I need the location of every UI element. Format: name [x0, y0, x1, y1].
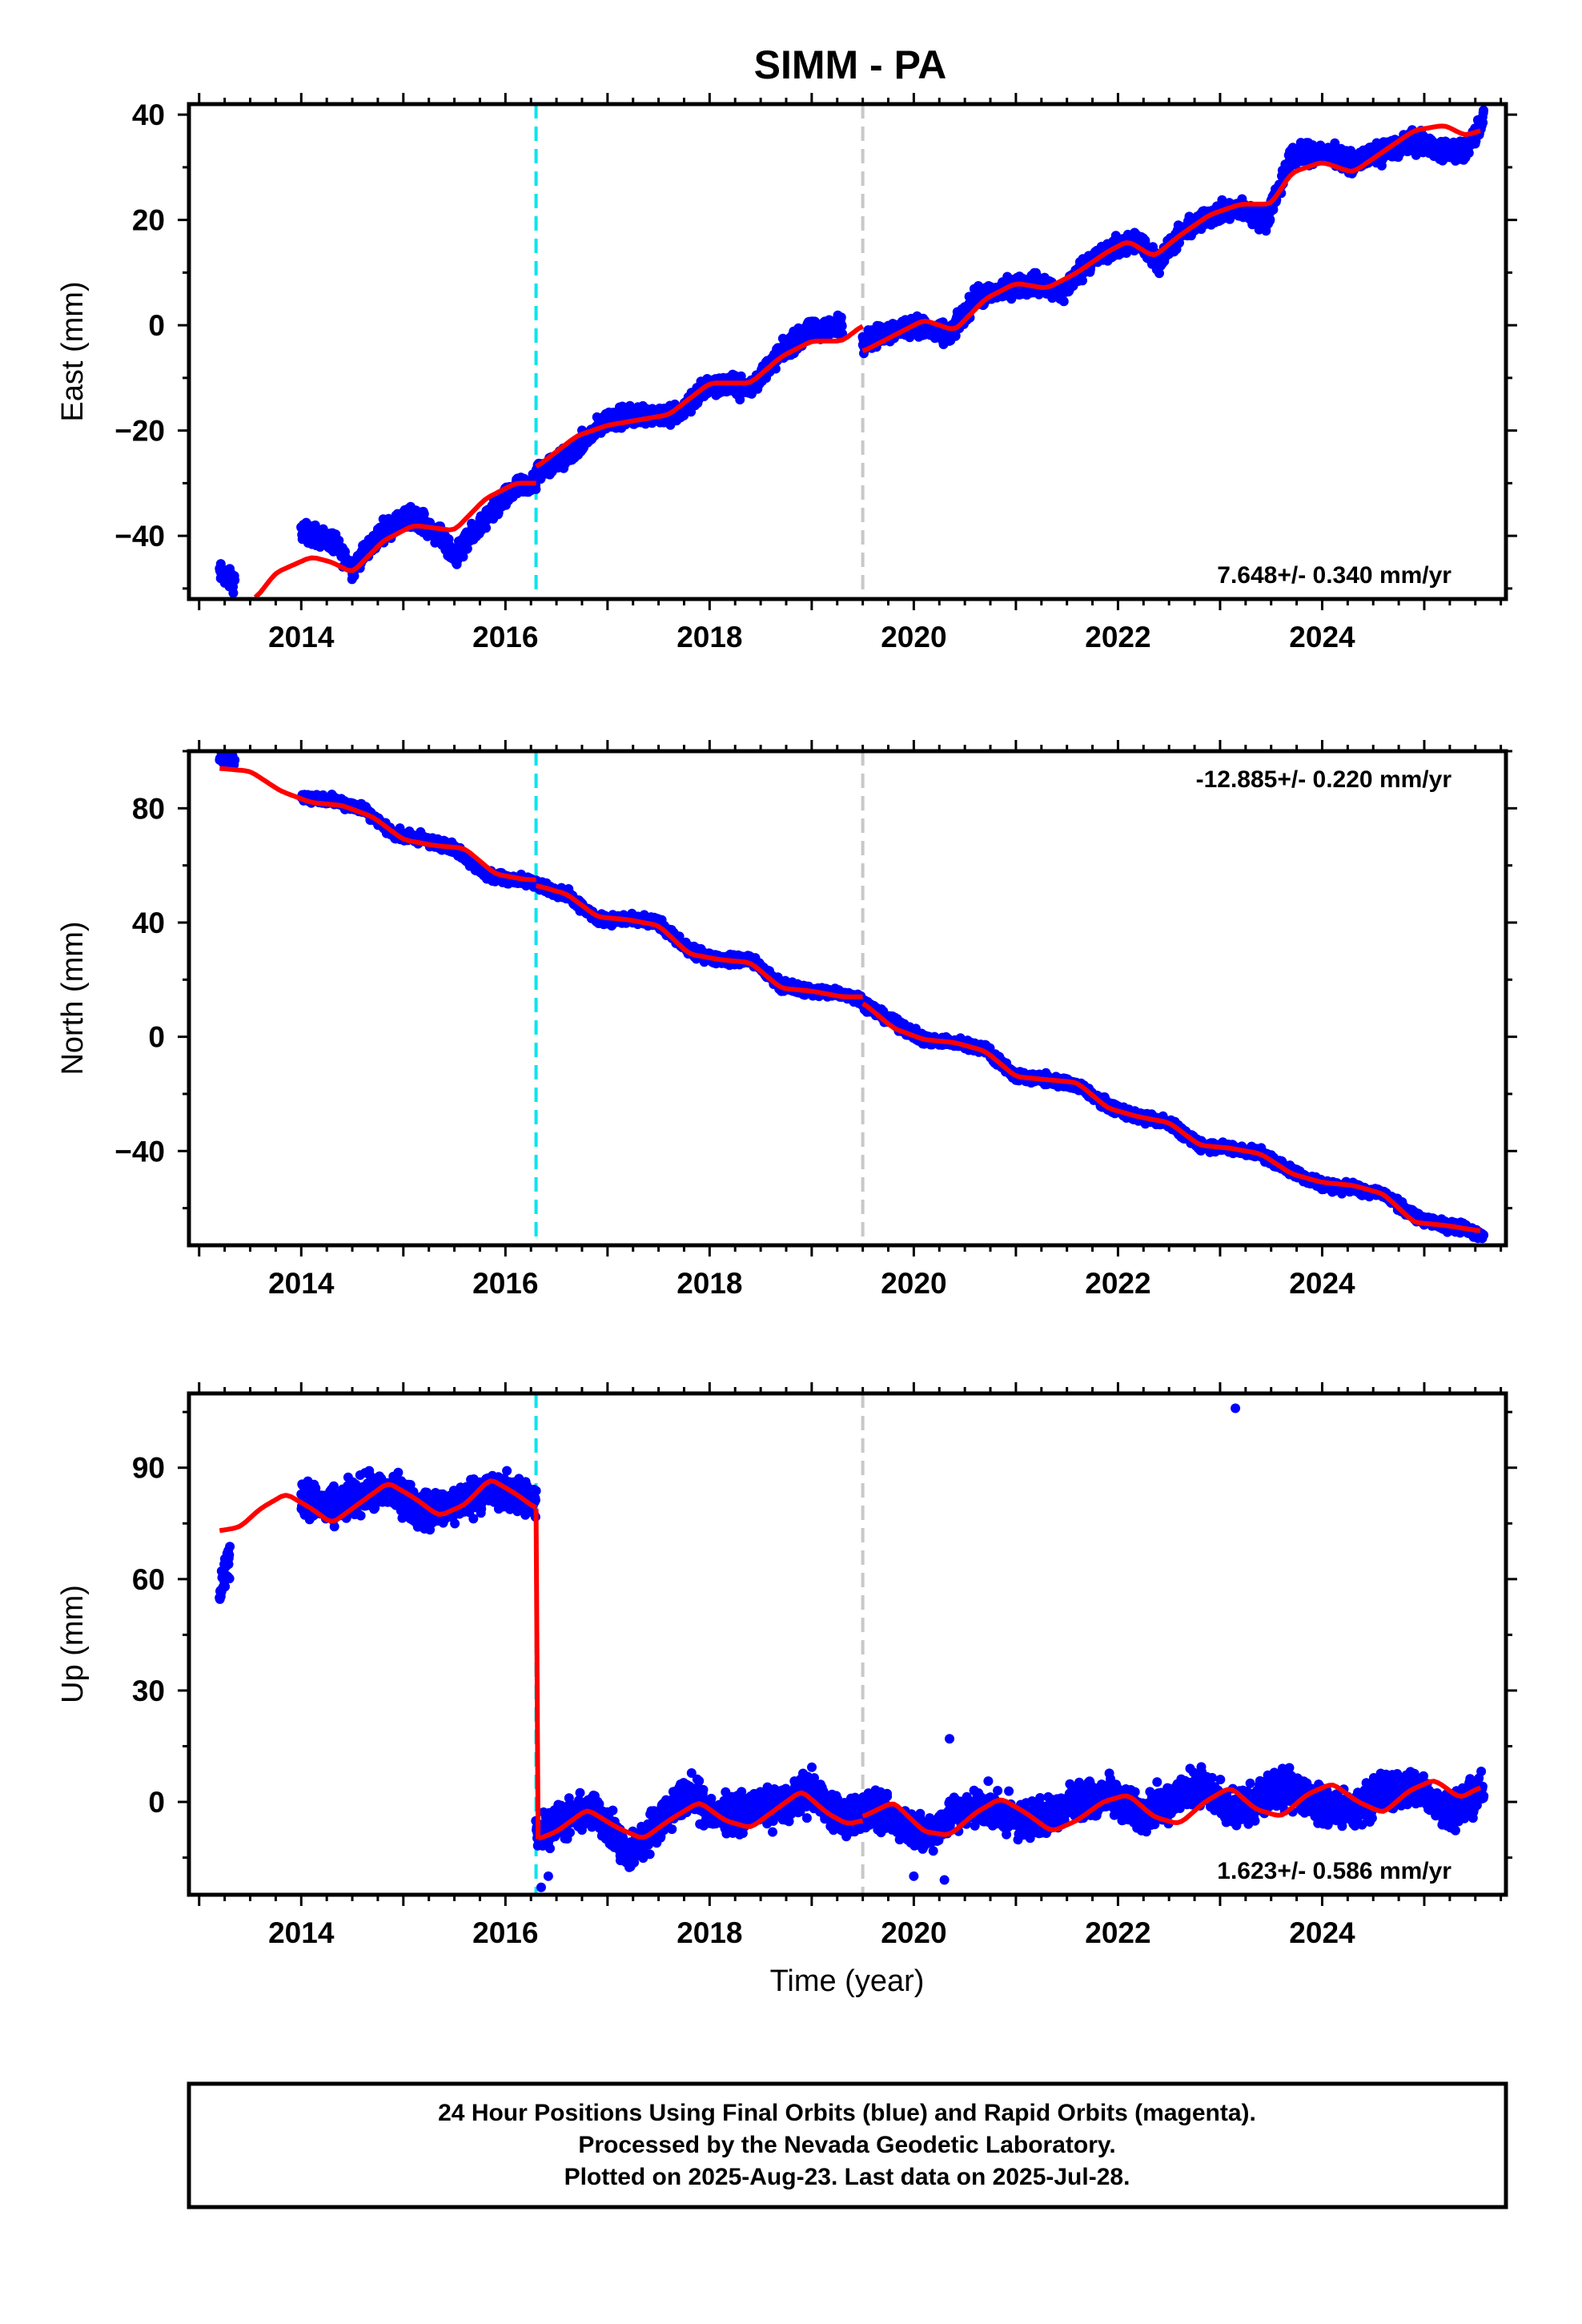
north-plot-area — [215, 751, 1489, 1245]
east-data-point — [950, 331, 961, 341]
east-data-point — [228, 588, 239, 598]
north-data-point — [230, 755, 240, 766]
east-plot-area — [215, 104, 1488, 599]
east-frame — [187, 102, 1508, 601]
east-x-tick-label: 2014 — [268, 621, 335, 653]
east-model-line — [861, 123, 1481, 353]
east-model-line — [535, 324, 865, 468]
east-x-tick-label: 2018 — [677, 621, 742, 653]
east-x-axis: 2014 2016 2018 2020 2022 2024 — [198, 93, 1503, 653]
east-data-point — [334, 535, 344, 545]
east-data-point — [1058, 296, 1069, 307]
east-data-point — [836, 312, 846, 323]
east-y-axis: −40 −20 0 20 40 — [114, 99, 1517, 590]
east-data-point — [1078, 275, 1087, 286]
east-data-point — [531, 484, 541, 494]
east-data-point — [462, 544, 472, 554]
east-data-point — [1265, 215, 1275, 225]
east-x-tick-label: 2020 — [881, 621, 946, 653]
east-y-tick-label: 20 — [132, 204, 165, 237]
east-y-tick-label: −40 — [114, 520, 165, 553]
east-data-point — [458, 552, 468, 562]
east-y-tick-label: 40 — [132, 99, 165, 131]
east-data-point — [419, 509, 429, 519]
east-data-point — [1464, 148, 1474, 158]
east-data-point — [1478, 118, 1488, 128]
east-model-line — [253, 480, 537, 599]
east-y-tick-label: 0 — [148, 309, 165, 342]
east-x-tick-label: 2022 — [1085, 621, 1150, 653]
east-data-point — [481, 523, 492, 533]
east-velocity-label: 7.648+/- 0.340 mm/yr — [1217, 562, 1452, 589]
east-panel: 2014 2016 2018 2020 2022 2024 −40 −20 0 20 40 East … — [56, 93, 1517, 653]
east-y-axis-label: East (mm) — [56, 281, 90, 421]
east-data-point — [1154, 268, 1164, 279]
east-data-point — [837, 321, 847, 332]
east-y-tick-label: −20 — [114, 415, 165, 448]
east-data-point — [1479, 105, 1488, 115]
chart-title: SIMM - PA — [754, 42, 947, 87]
east-x-tick-label: 2024 — [1289, 621, 1355, 653]
east-data-point — [230, 575, 240, 585]
east-x-tick-label: 2016 — [472, 621, 538, 653]
